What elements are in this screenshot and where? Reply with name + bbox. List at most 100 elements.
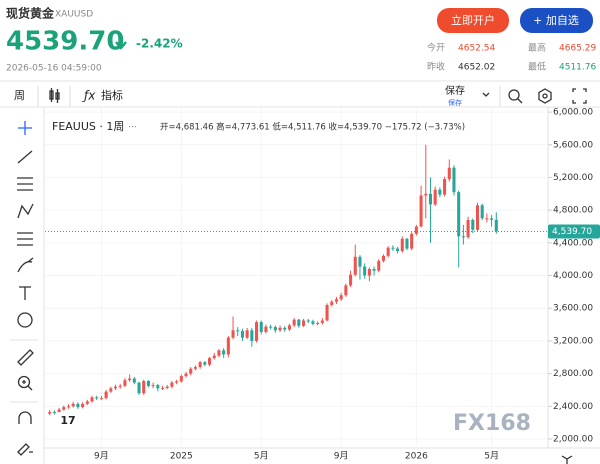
candle-body [349,274,353,286]
candle-type-icon[interactable] [49,88,60,103]
save-button[interactable]: 保存 [445,84,465,97]
candle-body [466,219,470,238]
candle-body [461,236,465,238]
axis-settings-icon[interactable] [561,455,573,464]
zoom-tool[interactable] [17,375,31,389]
candle-body [452,167,456,193]
candle-body [226,337,230,355]
candle-body [306,320,310,322]
candle-body [410,233,414,249]
candle-body [217,350,221,356]
candle-body [443,179,447,195]
candle-body [447,167,451,180]
change-pct: -2.42% [136,37,183,51]
candle-body [264,326,268,332]
trend-line-tool[interactable] [17,150,33,164]
candle-body [334,299,338,302]
candle-body [405,238,409,249]
candle-body [104,391,108,399]
candle-body [381,255,385,261]
fx-icon[interactable]: ƒx [82,89,96,103]
ohlc-legend: 开=4,681.46 高=4,773.61 低=4,511.76 收=4,539… [160,122,465,133]
emoji-tool[interactable] [17,312,33,328]
candle-body [339,295,343,300]
legend-menu[interactable]: ⋯ [128,123,137,133]
candle-body [165,386,169,388]
x-tick-label: 9月 [334,451,349,462]
pattern-tool[interactable] [17,203,34,219]
watchlist-label[interactable]: + 加自选 [533,14,579,27]
x-tick-label: 5月 [484,451,499,462]
candle-body [259,322,263,332]
candle-body [372,269,376,271]
fib-tool[interactable] [17,177,33,191]
indicators-button[interactable]: 指标 [101,88,123,102]
candle-body [179,376,183,382]
stat-value: 4652.02 [458,63,495,73]
last-price-label: 4,539.70 [552,227,592,237]
stat-label: 昨收 [427,61,445,73]
candle-body [113,386,118,389]
candle-body [170,382,174,387]
candle-body [287,325,291,330]
ruler-tool[interactable] [17,349,34,366]
candle-body [128,378,132,381]
y-tick-label: 4,400.00 [553,238,593,248]
candle-body [344,285,348,296]
projection-tool[interactable] [17,232,33,246]
candle-body [123,380,127,386]
candle-body [203,362,207,365]
candle-body [386,247,390,256]
candle-body [278,327,282,331]
candle-body [414,226,418,234]
last-price-tag [548,224,600,239]
candle-body [132,378,136,383]
candle-body [189,368,193,374]
datetime: 2026-05-16 04:59:00 [6,64,102,74]
y-tick-label: 4,000.00 [553,271,593,281]
candle-body [377,260,381,271]
candle-body [142,380,146,394]
watchlist-button[interactable] [520,8,593,33]
candle-body [95,397,99,399]
y-tick-label: 2,000.00 [553,435,593,445]
candle-body [358,256,362,267]
drawing-tools [17,121,34,456]
x-tick-label: 2025 [170,452,193,462]
candle-body [175,381,179,383]
open-account-button[interactable] [437,8,509,33]
save-menu-chevron[interactable] [482,92,490,97]
candle-body [109,388,113,392]
tv-logo: 17 [56,412,80,430]
candle-body [212,355,216,359]
candle-body [156,385,160,389]
price: 4539.70 [6,27,124,57]
settings-icon[interactable] [538,88,552,104]
candle-body [325,304,329,321]
stat-label: 今开 [427,42,445,54]
y-tick-label: 4,800.00 [553,206,593,216]
candle-body [85,401,89,404]
open-account-label[interactable]: 立即开户 [451,13,495,27]
svg-text:17: 17 [60,414,75,427]
candle-body [330,301,334,305]
quick-search-icon[interactable] [508,89,523,104]
text-tool[interactable] [19,286,31,300]
candle-body [490,218,494,220]
x-tick-label: 9月 [94,451,109,462]
candle-body [198,362,202,368]
magnet-tool[interactable] [18,411,32,424]
candle-body [475,205,480,230]
interval-button[interactable]: 周 [14,89,25,102]
brush-tool[interactable] [17,257,34,273]
candle-body [245,330,249,338]
y-tick-label: 2,400.00 [553,402,593,412]
candle-body [62,407,66,410]
crosshair-tool[interactable] [18,121,32,135]
fullscreen-icon[interactable] [572,88,587,104]
lock-tool[interactable] [17,443,33,456]
candle-body [438,189,442,195]
candle-body [146,380,150,386]
y-tick-label: 5,200.00 [553,173,593,183]
candle-body [250,330,254,341]
